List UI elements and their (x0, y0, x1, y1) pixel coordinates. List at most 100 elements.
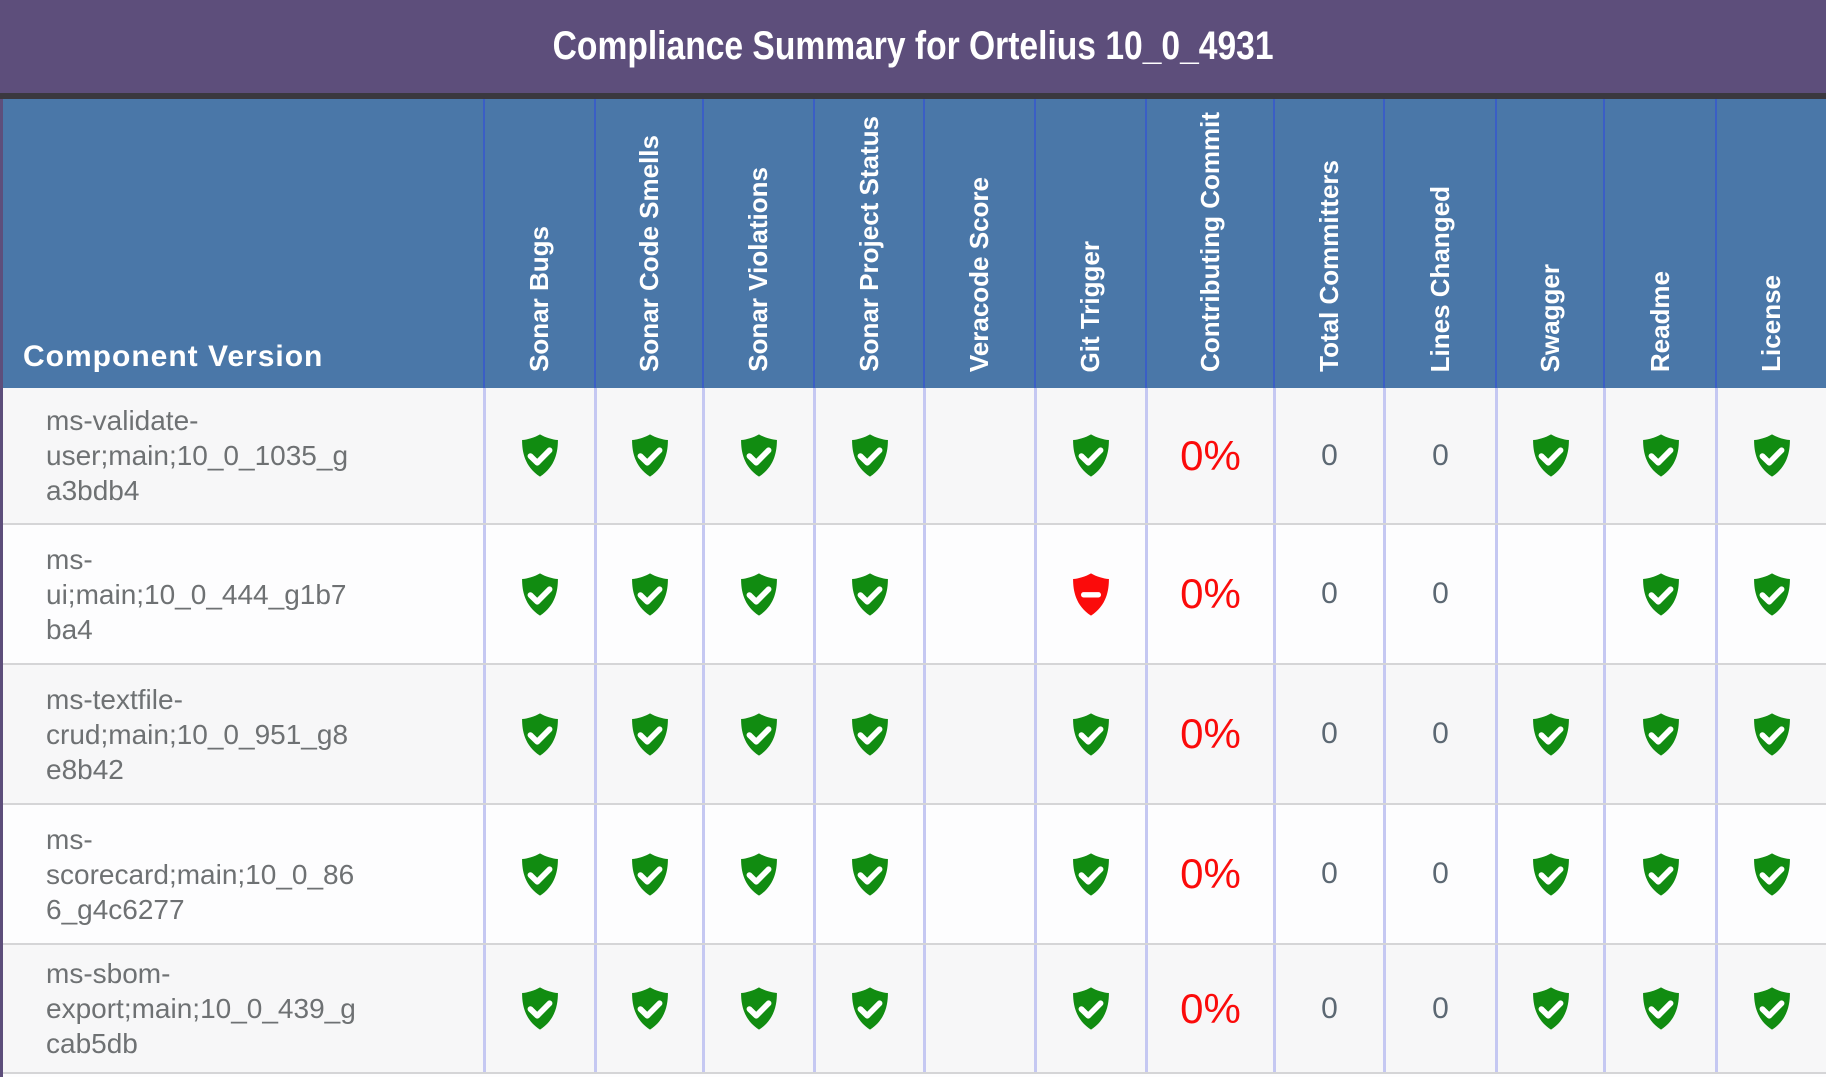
cell-lines-changed: 0 (1383, 388, 1495, 523)
cell-total-committers: 0 (1273, 388, 1383, 523)
cell-lines-changed: 0 (1383, 945, 1495, 1072)
shield-check-icon (1642, 712, 1679, 756)
component-version-header: Component Version (3, 99, 483, 388)
shield-check-icon (741, 852, 777, 896)
column-header-total-committers: Total Committers (1273, 99, 1383, 388)
cell-sonar-project-status (813, 525, 923, 663)
shield-check-icon (522, 572, 558, 616)
column-header-sonar-project-status: Sonar Project Status (813, 99, 923, 388)
shield-minus-icon (1073, 572, 1109, 616)
cell-sonar-project-status (813, 945, 923, 1072)
title-bar: Compliance Summary for Ortelius 10_0_493… (0, 0, 1826, 93)
cell-lines-changed: 0 (1383, 805, 1495, 943)
cell-swagger (1495, 388, 1603, 523)
table-header-row: Component Version Sonar Bugs Sonar Code … (3, 99, 1826, 388)
cell-license (1715, 945, 1826, 1072)
shield-check-icon (522, 434, 558, 477)
component-version-text: ms-sbom-export;main;10_0_439_gcab5db (46, 958, 356, 1059)
column-header-label: Contributing Commit (1194, 112, 1225, 372)
cell-sonar-bugs (483, 388, 594, 523)
cell-swagger (1495, 665, 1603, 803)
cell-sonar-violations (702, 525, 813, 663)
shield-check-icon (1073, 852, 1109, 896)
shield-check-icon (741, 712, 777, 756)
compliance-table: Component Version Sonar Bugs Sonar Code … (3, 99, 1826, 1077)
component-version-cell: ms-ui;main;10_0_444_g1b7ba4 (3, 525, 483, 663)
cell-sonar-code-smells (594, 665, 702, 803)
component-version-cell: ms-scorecard;main;10_0_866_g4c6277 (3, 805, 483, 943)
component-version-text: ms-textfile-crud;main;10_0_951_g8e8b42 (46, 683, 349, 785)
page-title: Compliance Summary for Ortelius 10_0_493… (552, 24, 1274, 68)
cell-sonar-violations (702, 665, 813, 803)
cell-sonar-code-smells (594, 388, 702, 523)
cell-sonar-bugs (483, 525, 594, 663)
column-header-label: Readme (1644, 270, 1675, 372)
shield-check-icon (1754, 712, 1790, 756)
column-header-label: Veracode Score (964, 176, 995, 372)
cell-sonar-project-status (813, 805, 923, 943)
cell-swagger (1495, 945, 1603, 1072)
column-header-veracode-score: Veracode Score (923, 99, 1034, 388)
cell-sonar-code-smells (594, 945, 702, 1072)
component-version-text: ms-validate-user;main;10_0_1035_ga3bdb4 (46, 405, 349, 506)
cell-veracode-score (923, 388, 1034, 523)
column-header-sonar-violations: Sonar Violations (702, 99, 813, 388)
shield-check-icon (522, 712, 558, 756)
shield-check-icon (741, 572, 777, 616)
shield-check-icon (1642, 852, 1679, 896)
cell-sonar-code-smells (594, 525, 702, 663)
next-row-edge (3, 1072, 1826, 1077)
component-version-header-label: Component Version (23, 340, 324, 373)
cell-contributing-commit: 0% (1145, 388, 1273, 523)
cell-total-committers: 0 (1273, 525, 1383, 663)
cell-lines-changed: 0 (1383, 525, 1495, 663)
shield-check-icon (741, 987, 777, 1030)
shield-check-icon (522, 852, 558, 896)
column-header-sonar-code-smells: Sonar Code Smells (594, 99, 702, 388)
shield-check-icon (631, 987, 668, 1030)
cell-contributing-commit: 0% (1145, 945, 1273, 1072)
cell-lines-changed: 0 (1383, 665, 1495, 803)
cell-contributing-commit: 0% (1145, 525, 1273, 663)
shield-check-icon (1532, 987, 1569, 1030)
cell-sonar-project-status (813, 388, 923, 523)
column-header-license: License (1715, 99, 1826, 388)
cell-license (1715, 665, 1826, 803)
shield-check-icon (1642, 572, 1679, 616)
shield-check-icon (851, 852, 888, 896)
shield-check-icon (851, 712, 888, 756)
cell-contributing-commit: 0% (1145, 665, 1273, 803)
shield-check-icon (1073, 434, 1109, 477)
cell-swagger (1495, 525, 1603, 663)
cell-sonar-bugs (483, 805, 594, 943)
column-header-label: Total Committers (1313, 160, 1344, 372)
column-header-label: License (1756, 275, 1787, 372)
component-version-cell: ms-sbom-export;main;10_0_439_gcab5db (3, 945, 483, 1072)
column-header-label: Git Trigger (1075, 240, 1106, 372)
shield-check-icon (631, 572, 668, 616)
cell-total-committers: 0 (1273, 665, 1383, 803)
cell-license (1715, 388, 1826, 523)
cell-veracode-score (923, 945, 1034, 1072)
cell-sonar-violations (702, 388, 813, 523)
shield-check-icon (1532, 434, 1569, 477)
cell-sonar-code-smells (594, 805, 702, 943)
cell-git-trigger (1034, 665, 1145, 803)
cell-git-trigger (1034, 945, 1145, 1072)
cell-readme (1603, 388, 1715, 523)
table-row: ms-validate-user;main;10_0_1035_ga3bdb4 … (3, 388, 1826, 523)
shield-check-icon (1642, 434, 1679, 477)
shield-check-icon (1073, 987, 1109, 1030)
column-header-sonar-bugs: Sonar Bugs (483, 99, 594, 388)
shield-check-icon (741, 434, 777, 477)
table-row: ms-sbom-export;main;10_0_439_gcab5db 0% … (3, 943, 1826, 1072)
cell-sonar-bugs (483, 945, 594, 1072)
shield-check-icon (631, 852, 668, 896)
cell-git-trigger (1034, 388, 1145, 523)
component-version-text: ms-scorecard;main;10_0_866_g4c6277 (46, 823, 355, 925)
component-version-text: ms-ui;main;10_0_444_g1b7ba4 (46, 543, 347, 645)
shield-check-icon (631, 712, 668, 756)
cell-readme (1603, 665, 1715, 803)
shield-check-icon (1754, 434, 1790, 477)
cell-sonar-violations (702, 805, 813, 943)
